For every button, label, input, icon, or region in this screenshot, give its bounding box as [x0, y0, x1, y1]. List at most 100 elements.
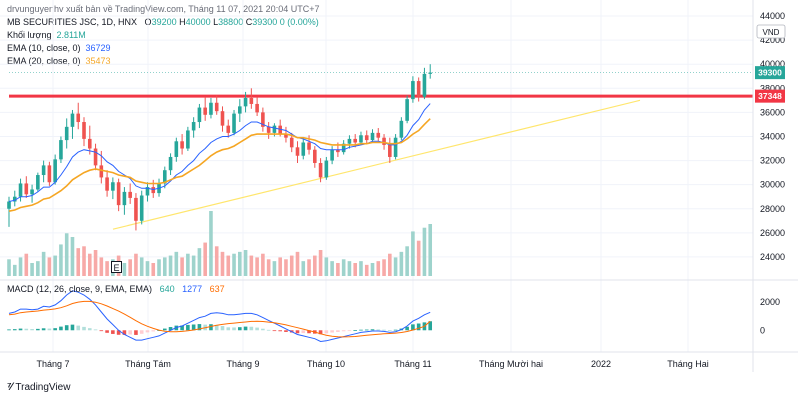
price-tick-label: 36000	[760, 107, 785, 117]
ema10-legend: EMA (10, close, 0) 36729	[7, 43, 111, 53]
price-tick-label: 32000	[760, 156, 785, 166]
volume-bar	[341, 259, 346, 276]
volume-bar	[128, 259, 132, 276]
volume-bar	[226, 255, 231, 276]
volume-bar	[232, 253, 236, 276]
volume-bar	[422, 227, 427, 276]
macd-hist-bar	[41, 328, 46, 331]
candle-body	[347, 138, 352, 144]
volume-bar	[307, 259, 311, 276]
macd-hist-bar	[197, 324, 202, 331]
currency-badge: VND	[756, 24, 786, 39]
volume-bar	[151, 263, 156, 276]
macd-hist-bar	[336, 330, 340, 332]
currency-label: VND	[763, 28, 780, 37]
candle-body	[220, 111, 225, 126]
volume-bar	[30, 263, 34, 276]
symbol-name: MB SECURITIES JSC, 1D, HNX	[7, 17, 138, 27]
candle-body	[70, 113, 75, 127]
macd-tick-label: 2000	[760, 297, 780, 307]
macd-hist-bar	[324, 330, 329, 334]
volume-bar	[416, 240, 421, 276]
volume-bar	[41, 251, 46, 276]
volume-bar	[93, 250, 98, 276]
volume-bar	[18, 257, 23, 276]
change-value: 0 (0.00%)	[279, 17, 319, 27]
volume-bar	[214, 246, 219, 276]
candle-body	[359, 135, 363, 143]
volume-bar	[186, 253, 190, 276]
volume-bar	[336, 263, 340, 276]
candle-body	[393, 137, 398, 157]
macd-hist-bar	[122, 330, 127, 335]
macd-signal-value: 637	[209, 284, 225, 294]
candle-body	[336, 149, 340, 153]
candle-body	[341, 143, 346, 153]
ema20-line	[8, 118, 431, 212]
macd-hist-bar	[191, 324, 196, 331]
candle-body	[405, 99, 409, 121]
volume-bar	[347, 261, 352, 276]
macd-hist-bar	[139, 330, 144, 334]
macd-hist-bar	[416, 323, 421, 331]
ema20-value: 35473	[85, 56, 111, 66]
macd-legend: MACD (12, 26, close, 9, EMA, EMA) 640 12…	[7, 284, 225, 294]
macd-hist-bar	[47, 328, 52, 331]
candle-body	[168, 156, 173, 171]
volume-bar	[238, 251, 242, 276]
time-tick-label: Tháng Mười hai	[479, 359, 543, 369]
candle-body	[272, 125, 277, 133]
low-value: 38800	[218, 17, 244, 27]
volume-bar	[105, 261, 109, 276]
tradingview-logo[interactable]: ⁷⁄ TradingView	[7, 381, 70, 393]
candle-body	[376, 132, 381, 138]
volume-bar	[36, 261, 40, 276]
volume-bar	[139, 257, 144, 276]
volume-bar	[191, 255, 196, 276]
candle-body	[191, 122, 196, 131]
volume-bar	[59, 244, 63, 276]
volume-bar	[7, 259, 11, 276]
volume-bar	[197, 248, 202, 276]
volume-bar	[393, 257, 398, 276]
candle-body	[12, 196, 17, 202]
macd-hist-bar	[82, 326, 86, 331]
volume-bar	[87, 253, 92, 276]
resistance-tag: 37348	[755, 89, 785, 103]
ascending-trendline	[112, 99, 641, 230]
volume-bar	[295, 251, 300, 276]
macd-hist-bar	[180, 325, 184, 331]
candle-body	[111, 182, 115, 191]
candle-body	[64, 126, 69, 141]
candle-body	[382, 137, 386, 145]
candle-body	[214, 102, 219, 112]
volume-bar	[261, 253, 265, 276]
volume-bar	[220, 251, 225, 276]
volume-bar	[249, 255, 254, 276]
candle-body	[295, 147, 300, 156]
macd-hist-bar	[353, 330, 357, 331]
volume-bar	[399, 251, 404, 276]
volume-bar	[53, 255, 57, 276]
volume-bar	[301, 261, 306, 276]
volume-bar	[157, 259, 161, 276]
volume-bar	[12, 264, 17, 276]
volume-bar	[324, 257, 329, 276]
candle-body	[128, 191, 132, 198]
candle-body	[7, 201, 11, 209]
macd-hist-bar	[307, 330, 311, 334]
volume-bar	[411, 231, 415, 276]
macd-hist-bar	[243, 326, 248, 331]
volume-bar	[47, 257, 52, 276]
macd-hist-bar	[209, 324, 213, 331]
macd-hist-bar	[87, 328, 92, 331]
macd-hist-bar	[266, 329, 271, 331]
macd-hist-bar	[99, 330, 104, 332]
volume-bar	[134, 253, 138, 276]
volume-bar	[24, 253, 29, 276]
earnings-marker[interactable]: E	[111, 261, 122, 273]
price-tick-label: 28000	[760, 204, 785, 214]
macd-hist-bar	[272, 330, 277, 332]
candle-body	[238, 106, 242, 114]
